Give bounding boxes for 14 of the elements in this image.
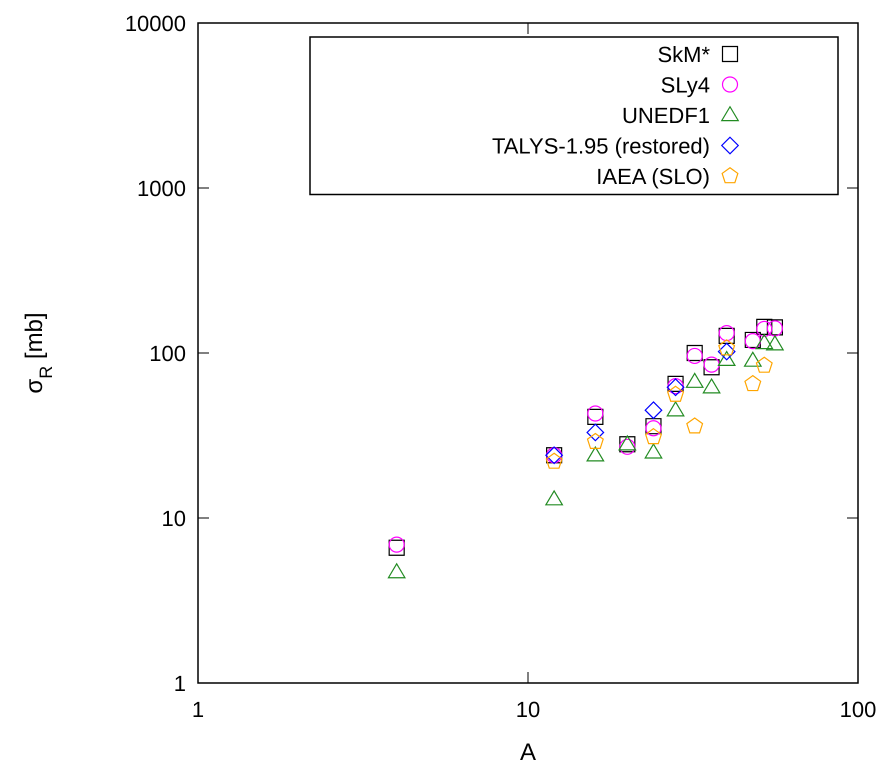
- legend-label: SkM*: [657, 42, 710, 67]
- legend-label: SLy4: [660, 72, 710, 98]
- x-tick-label: 10: [516, 697, 540, 722]
- legend-label: UNEDF1: [622, 103, 710, 128]
- x-tick-label: 100: [840, 697, 876, 722]
- y-tick-label: 1000: [137, 176, 186, 201]
- x-tick-label: 1: [192, 697, 204, 722]
- y-tick-label: 100: [149, 341, 186, 366]
- y-tick-label: 1: [174, 671, 186, 696]
- y-tick-label: 10: [162, 506, 186, 531]
- y-tick-label: 10000: [124, 11, 186, 36]
- legend-label: TALYS-1.95 (restored): [492, 134, 710, 158]
- x-axis-title: A: [520, 739, 536, 766]
- legend-label: IAEA (SLO): [596, 164, 710, 189]
